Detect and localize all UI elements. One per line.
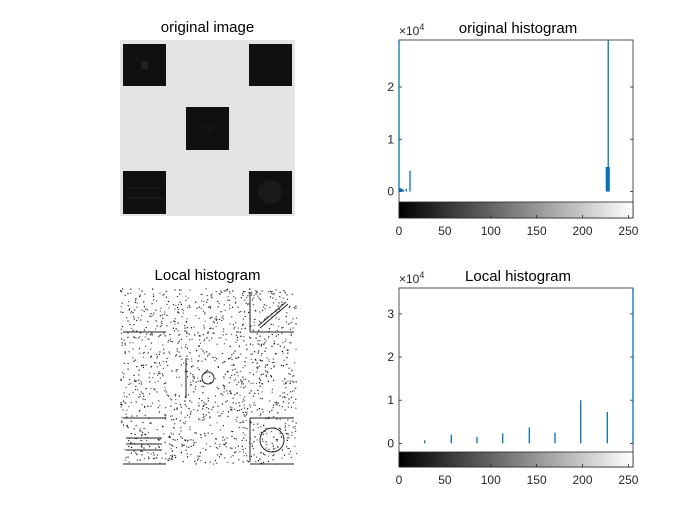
local-exponent-label: ×104 [399, 270, 424, 286]
dark-square-center [186, 107, 229, 150]
dark-square-top-right [249, 44, 292, 86]
original-image-title: original image [160, 19, 255, 36]
local-image-title: Local histogram [154, 267, 261, 284]
original-xtick-label: 150 [527, 224, 547, 238]
original-xtick-label: 100 [481, 224, 501, 238]
dark-square-bottom-left [123, 171, 166, 214]
original-ytick-label: 2 [387, 80, 394, 94]
original-ytick-label: 1 [387, 132, 394, 146]
svg-text:ct: ct [203, 124, 212, 136]
original-histogram-title: original histogram [459, 20, 577, 37]
local-histogram-title: Local histogram [465, 268, 571, 285]
original-xtick-label: 200 [573, 224, 593, 238]
original-ytick-label: 0 [387, 185, 394, 199]
local-xtick-label: 0 [396, 473, 403, 487]
original-colorbar [398, 201, 634, 219]
local-ytick-label: 3 [387, 307, 394, 321]
local-xtick-label: 50 [438, 473, 452, 487]
local-ytick-label: 0 [387, 436, 394, 450]
local-ytick-label: 2 [387, 350, 394, 364]
local-ytick-label: 1 [387, 393, 394, 407]
local-colorbar [398, 451, 634, 468]
original-xtick-label: 50 [438, 224, 452, 238]
local-axes-frame [398, 287, 634, 468]
local-histogram-image [120, 288, 298, 466]
original-image: ct [120, 40, 295, 216]
local-xtick-label: 150 [527, 473, 547, 487]
local-xtick-label: 100 [481, 473, 501, 487]
original-xtick-label: 0 [396, 224, 403, 238]
local-xtick-label: 250 [618, 473, 638, 487]
original-exponent-label: ×104 [399, 22, 424, 38]
original-xtick-label: 250 [618, 224, 638, 238]
original-axes-frame [398, 39, 634, 219]
local-xtick-label: 200 [573, 473, 593, 487]
